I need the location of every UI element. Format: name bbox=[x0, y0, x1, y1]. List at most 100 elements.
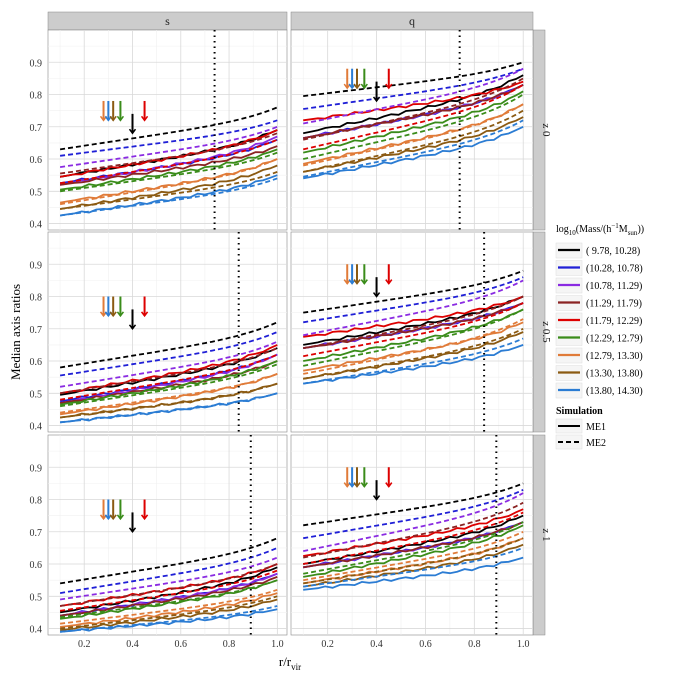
legend-mass-bin-label: (12.79, 13.30) bbox=[586, 351, 643, 362]
series-ME2-bin-2 bbox=[59, 556, 278, 601]
mass-arrow-head bbox=[128, 527, 137, 534]
panel-q-row0 bbox=[290, 29, 534, 231]
series-ME2-bin-3 bbox=[303, 501, 524, 559]
mass-arrow-head bbox=[372, 495, 381, 501]
series-ME2-bin-7 bbox=[59, 382, 278, 419]
mass-arrow-head bbox=[116, 514, 125, 521]
series-ME2-bin-7 bbox=[303, 327, 524, 380]
series-ME2-bin-4 bbox=[302, 84, 524, 151]
series-ME1-bin-5 bbox=[59, 579, 278, 620]
y-tick-label: 0.5 bbox=[30, 187, 43, 198]
series-ME2-bin-3 bbox=[59, 132, 278, 175]
series-ME2-bin-2 bbox=[59, 340, 278, 388]
series-ME2-bin-1 bbox=[303, 67, 524, 110]
series-ME1-bin-0 bbox=[303, 514, 524, 565]
mass-arrow-head bbox=[128, 324, 137, 331]
series-ME2-bin-2 bbox=[303, 67, 524, 125]
series-ME1-bin-5 bbox=[303, 524, 524, 578]
series-ME2-bin-3 bbox=[59, 563, 278, 607]
series-ME2-bin-2 bbox=[303, 279, 524, 337]
series-ME2-bin-2 bbox=[303, 492, 524, 552]
mass-arrow-head bbox=[360, 482, 368, 488]
y-tick-label: 0.6 bbox=[30, 357, 43, 368]
y-tick-label: 0.7 bbox=[30, 325, 43, 336]
series-ME1-bin-7 bbox=[303, 116, 524, 173]
series-ME2-bin-6 bbox=[303, 318, 524, 375]
mass-arrow-head bbox=[116, 115, 125, 122]
series-ME2-bin-8 bbox=[60, 392, 278, 424]
y-tick-label: 0.5 bbox=[30, 592, 43, 603]
mass-arrow-head bbox=[372, 292, 381, 298]
series-ME2-bin-5 bbox=[59, 151, 278, 193]
series-ME2-bin-5 bbox=[59, 579, 278, 619]
series-ME1-bin-6 bbox=[303, 103, 524, 165]
column-strip-label: q bbox=[409, 14, 415, 28]
series-ME2-bin-8 bbox=[303, 547, 524, 588]
y-tick-label: 0.5 bbox=[30, 389, 43, 400]
y-tick-label: 0.9 bbox=[30, 260, 43, 271]
legend-mass-bin-label: (13.80, 14.30) bbox=[586, 386, 643, 397]
x-tick-label: 0.2 bbox=[321, 639, 334, 650]
series-ME1-bin-7 bbox=[303, 331, 524, 380]
series-ME2-bin-5 bbox=[303, 521, 524, 575]
series-ME2-bin-4 bbox=[59, 138, 278, 185]
series-ME2-bin-6 bbox=[303, 103, 524, 167]
series-ME2-bin-8 bbox=[303, 119, 524, 178]
mass-arrow-head bbox=[353, 83, 361, 90]
panel-s-row0 bbox=[47, 29, 288, 231]
mass-arrow-head bbox=[109, 514, 117, 521]
y-tick-label: 0.8 bbox=[30, 496, 43, 507]
series-ME2-bin-4 bbox=[303, 511, 524, 565]
mass-arrow-head bbox=[140, 115, 149, 122]
x-tick-label: 0.8 bbox=[223, 639, 236, 650]
series-ME1-bin-7 bbox=[303, 543, 524, 588]
row-strip-label: z 0 bbox=[540, 123, 552, 137]
y-axis-title: Median axis ratios bbox=[8, 284, 23, 380]
legend-mass-title: log10(Mass/(h−1Msun)) bbox=[556, 222, 644, 237]
mass-arrow-head bbox=[353, 482, 361, 488]
legend-mass-bin-label: (12.29, 12.79) bbox=[586, 334, 643, 345]
mass-arrow-head bbox=[109, 115, 117, 122]
series-ME1-bin-4 bbox=[303, 508, 524, 557]
mass-arrow-head bbox=[360, 279, 368, 285]
series-ME1-bin-4 bbox=[59, 129, 278, 178]
panel-q-row1 bbox=[290, 231, 534, 433]
legend-mass-bin-label: ( 9.78, 10.28) bbox=[586, 246, 640, 257]
y-tick-label: 0.4 bbox=[30, 422, 43, 433]
series-ME1-bin-8 bbox=[303, 344, 524, 385]
series-ME2-bin-6 bbox=[59, 588, 278, 625]
panel-q-row2 bbox=[290, 434, 534, 636]
x-tick-label: 0.6 bbox=[175, 639, 188, 650]
series-ME1-bin-4 bbox=[303, 80, 524, 122]
x-tick-label: 1.0 bbox=[271, 639, 284, 650]
series-ME2-bin-3 bbox=[303, 77, 524, 141]
series-ME2-bin-0 bbox=[59, 106, 278, 151]
row-strip-label: z 1 bbox=[540, 528, 552, 541]
series-ME2-bin-7 bbox=[303, 537, 524, 585]
y-tick-label: 0.6 bbox=[30, 560, 43, 571]
legend-mass-bin-label: (11.79, 12.29) bbox=[586, 316, 642, 327]
series-ME1-bin-6 bbox=[59, 373, 278, 416]
x-tick-label: 0.2 bbox=[78, 639, 91, 650]
series-ME2-bin-3 bbox=[303, 295, 524, 349]
y-tick-label: 0.6 bbox=[30, 155, 43, 166]
y-tick-label: 0.8 bbox=[30, 91, 43, 102]
x-tick-label: 0.4 bbox=[370, 639, 383, 650]
y-tick-label: 0.8 bbox=[30, 293, 43, 304]
legend-simulation-title: Simulation bbox=[556, 406, 603, 417]
mass-arrow-head bbox=[360, 83, 368, 90]
series-ME2-bin-4 bbox=[303, 302, 524, 358]
mass-arrow-head bbox=[140, 311, 149, 318]
series-ME1-bin-8 bbox=[303, 125, 524, 180]
series-ME1-bin-8 bbox=[303, 556, 524, 591]
mass-arrow-head bbox=[128, 128, 137, 135]
y-tick-label: 0.9 bbox=[30, 463, 43, 474]
mass-arrow-head bbox=[353, 279, 361, 285]
series-ME2-bin-0 bbox=[303, 61, 524, 97]
x-tick-label: 1.0 bbox=[517, 639, 530, 650]
series-ME2-bin-1 bbox=[59, 547, 278, 594]
series-ME2-bin-8 bbox=[303, 337, 524, 385]
series-ME1-bin-7 bbox=[60, 598, 278, 632]
panel-s-row1 bbox=[47, 231, 288, 433]
